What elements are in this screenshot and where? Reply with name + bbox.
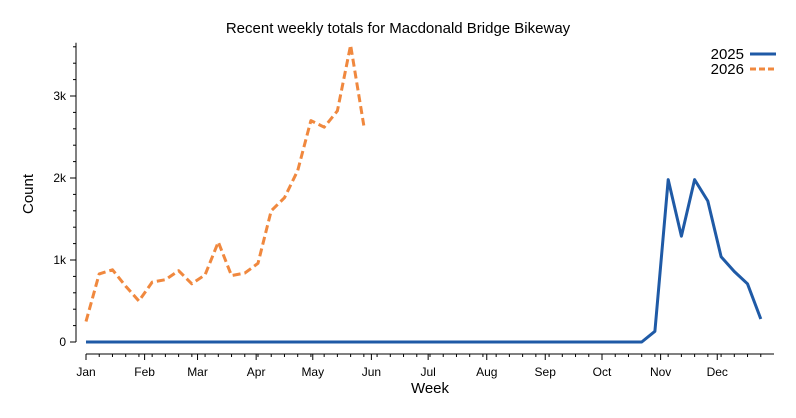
series-line-2025 xyxy=(86,178,763,344)
y-tick-label: 0 xyxy=(59,335,66,349)
x-axis-label: Week xyxy=(411,380,450,397)
y-axis-label: Count xyxy=(20,173,37,214)
x-tick-label: Apr xyxy=(247,365,266,379)
y-tick-label: 1k xyxy=(53,253,67,267)
x-tick-label: Feb xyxy=(134,365,155,379)
x-tick-label: Jul xyxy=(420,365,435,379)
x-tick-label: Jun xyxy=(362,365,381,379)
series-layer xyxy=(84,43,763,344)
y-axis: 0 1k 2k 3k xyxy=(53,42,77,349)
chart-title: Recent weekly totals for Macdonald Bridg… xyxy=(226,20,571,37)
x-tick-label: Mar xyxy=(187,365,208,379)
x-tick-label: Sep xyxy=(535,365,557,379)
series-line-2026 xyxy=(84,43,366,322)
x-axis: Jan Feb Mar Apr May Jun Jul Aug Sep Oct Nov Dec xyxy=(76,353,774,379)
x-tick-label: Aug xyxy=(476,365,497,379)
x-tick-label: Jan xyxy=(76,365,95,379)
y-tick-label: 2k xyxy=(53,171,67,185)
x-tick-label: Oct xyxy=(593,365,612,379)
x-tick-label: Dec xyxy=(707,365,728,379)
x-tick-label: May xyxy=(301,365,324,379)
legend-label-2025: 2025 xyxy=(711,46,744,63)
legend-label-2026: 2026 xyxy=(711,61,744,78)
y-tick-label: 3k xyxy=(53,89,67,103)
x-tick-label: Nov xyxy=(650,365,671,379)
